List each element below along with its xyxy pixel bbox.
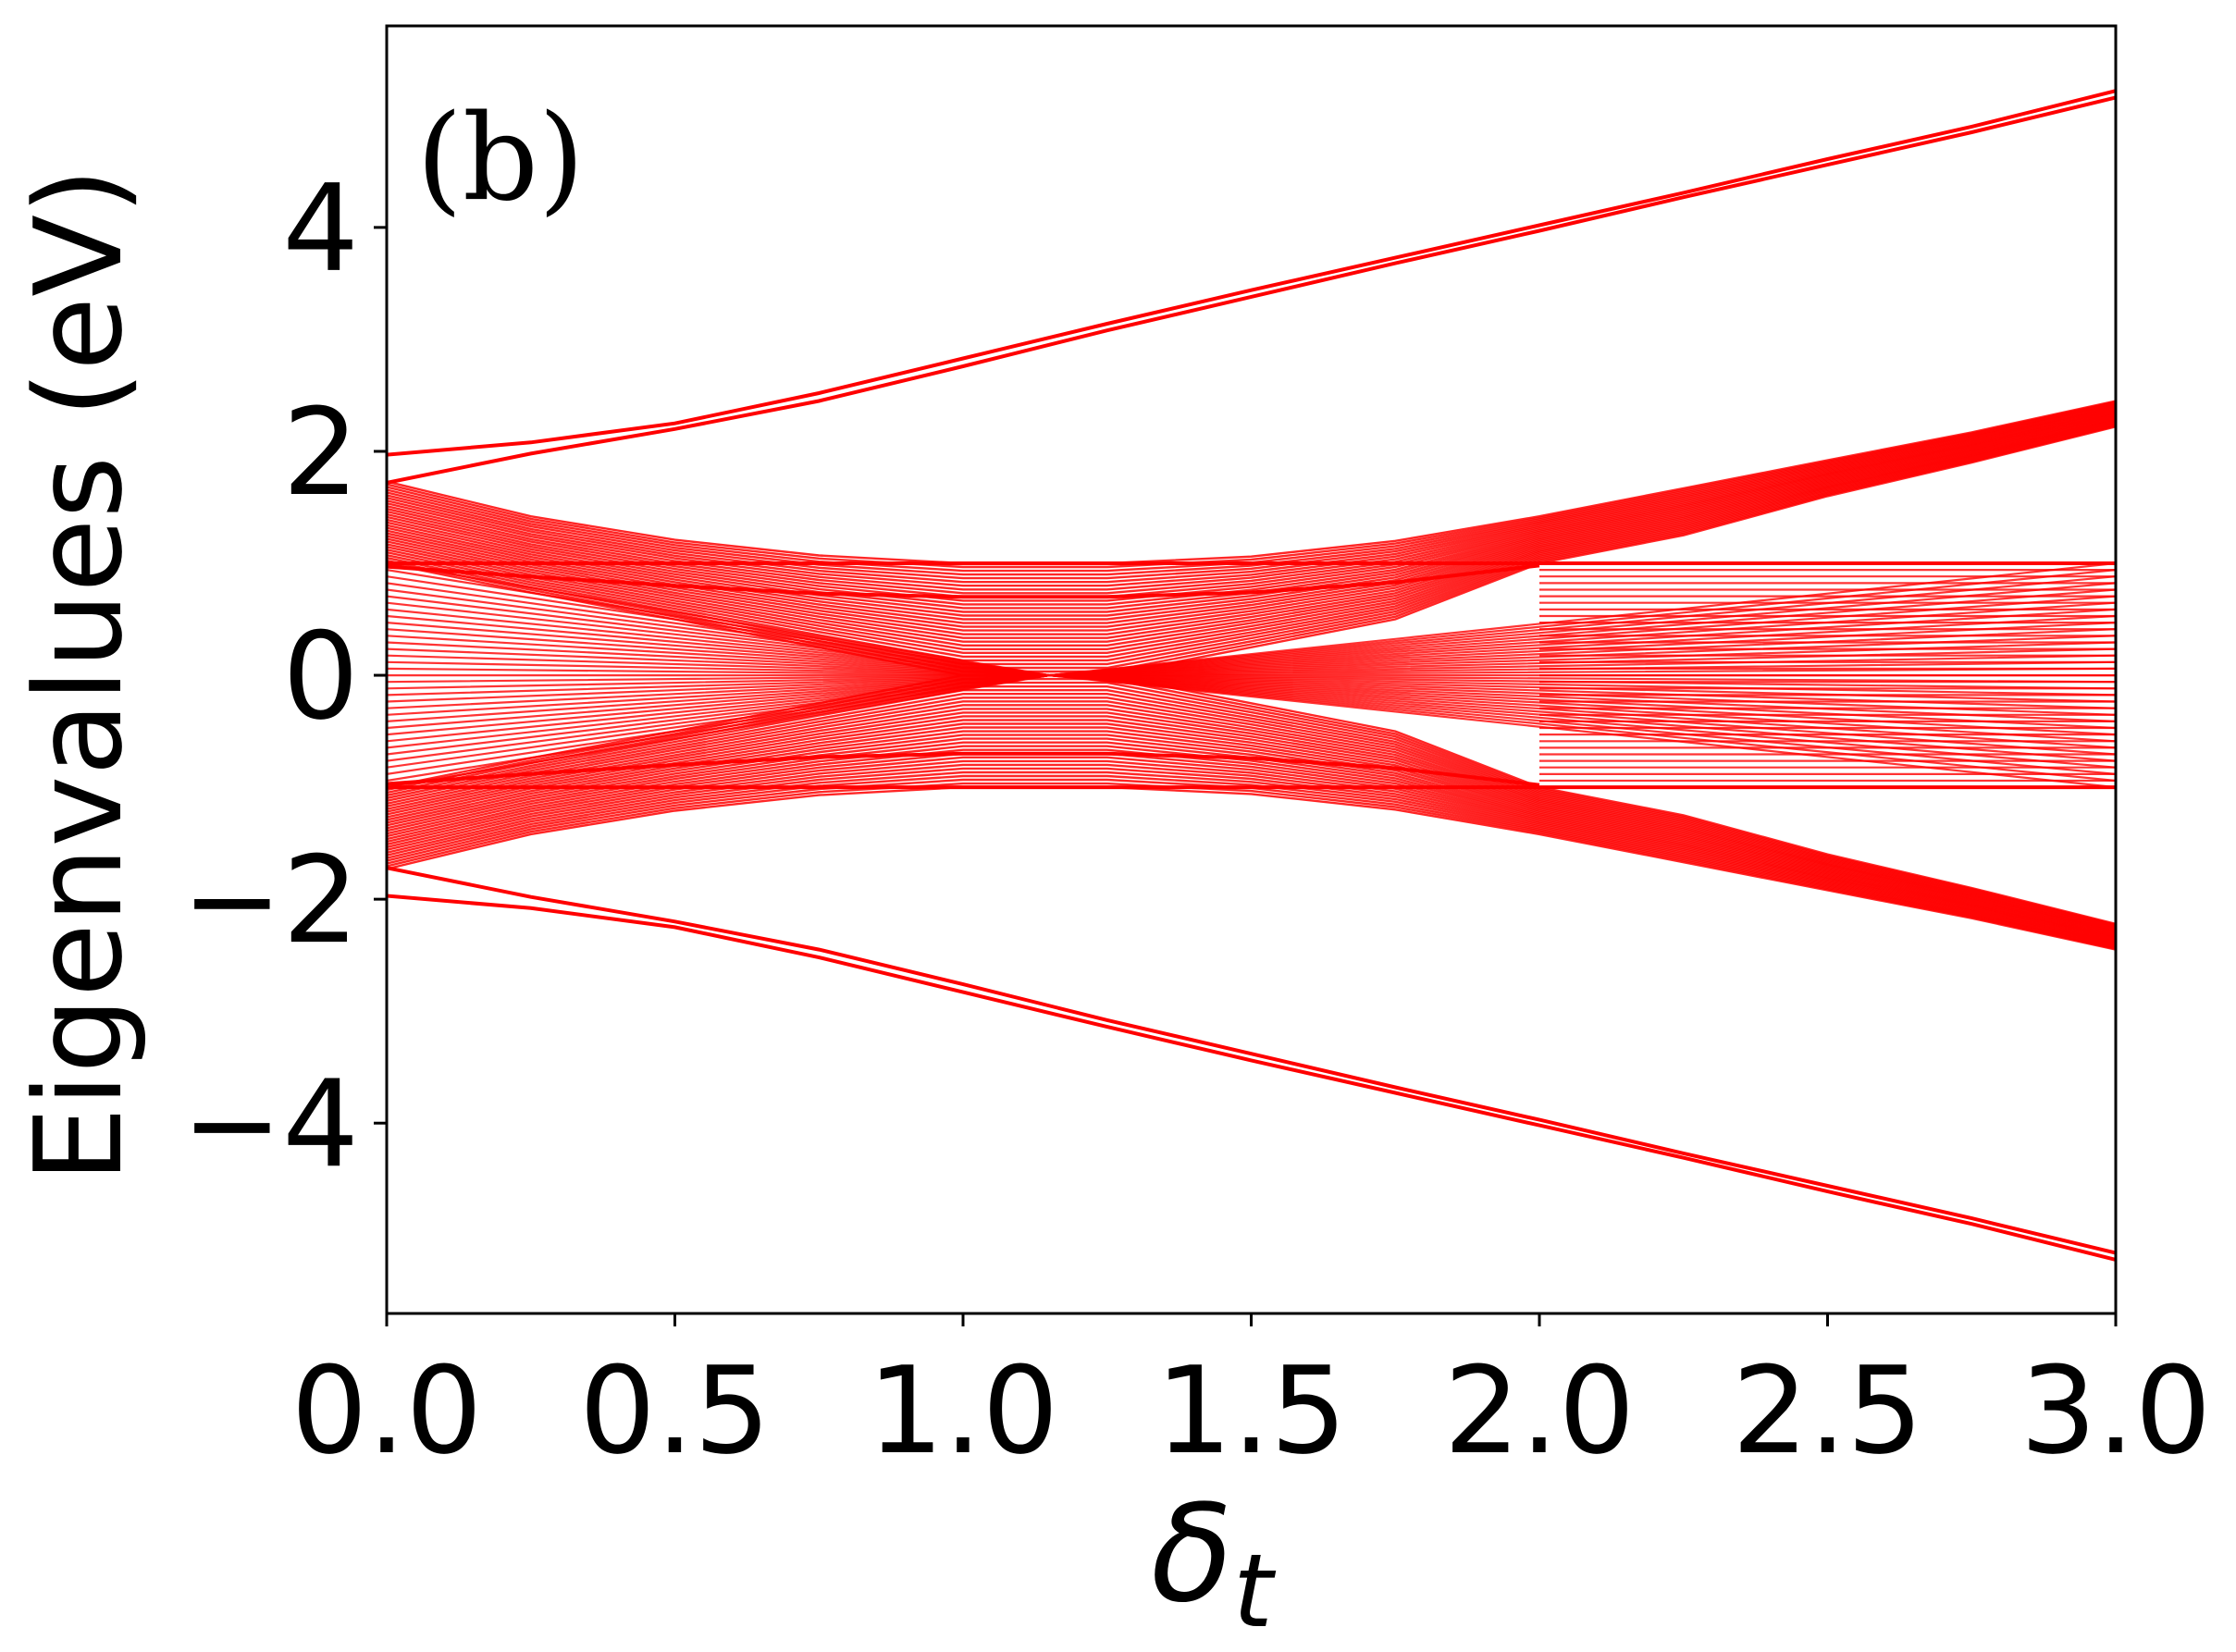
eigenvalue-lines (387, 89, 2116, 1262)
bulk-upper-line (387, 413, 2116, 624)
bulk-upper-line (387, 408, 2116, 602)
bulk-lower-line (387, 767, 2116, 947)
bulk-upper-line (387, 403, 2116, 580)
bulk-lower-line (387, 715, 2116, 935)
flat-band-line (387, 561, 2116, 677)
bulk-lower-line (387, 763, 2116, 946)
y-axis-label: Eigenvalues (eV) (8, 167, 149, 1183)
lower-outer-edge-pair-line (387, 866, 2116, 1255)
bulk-lower-line (387, 697, 2116, 931)
y-tick-label: 0 (282, 606, 359, 746)
inner-in-gap-pair-line (387, 751, 1540, 787)
bulk-upper-line (387, 421, 2116, 659)
bulk-upper-line (387, 422, 2116, 662)
bulk-lower-line (387, 711, 2116, 934)
bulk-upper-line (387, 403, 2116, 584)
bulk-lower-line (387, 730, 2116, 938)
bulk-upper-line (387, 405, 2116, 591)
bulk-upper-line (387, 404, 2116, 587)
bulk-upper-line (387, 401, 2116, 569)
y-tick-label: 2 (282, 382, 359, 523)
x-axis-label: δt (1151, 1476, 1277, 1647)
bulk-lower-line (387, 771, 2116, 948)
bulk-upper-line (387, 424, 2116, 670)
x-tick-label: 0.5 (579, 1340, 771, 1481)
bulk-lower-line (387, 785, 2116, 951)
axis-text: (b) Eigenvalues (eV) δt (8, 90, 1277, 1650)
bulk-upper-line (387, 416, 2116, 639)
bulk-lower-line (387, 700, 2116, 931)
lower-outer-edge-pair-line (387, 894, 2116, 1262)
x-tick-label: 2.0 (1444, 1340, 1636, 1481)
y-tick-label: 4 (282, 158, 359, 299)
x-tick-label: 3.0 (2020, 1340, 2212, 1481)
bulk-upper-line (387, 413, 2116, 621)
inner-in-gap-pair-line (387, 563, 1540, 599)
bulk-lower-line (387, 759, 2116, 945)
upper-outer-edge-pair-line (387, 89, 2116, 457)
x-tick-label: 2.5 (1732, 1340, 1923, 1481)
panel-label: (b) (416, 90, 585, 228)
bulk-lower-line (387, 774, 2116, 948)
x-tick-label: 0.0 (291, 1340, 483, 1481)
bulk-upper-line (387, 418, 2116, 647)
bulk-lower-line (387, 693, 2116, 930)
bulk-upper-line (387, 400, 2116, 565)
bulk-upper-line (387, 415, 2116, 635)
x-axis-label-subscript: t (1233, 1532, 1277, 1647)
axes: 0.0 0.5 1.0 1.5 2.0 2.5 3.0 −4 −2 0 2 4 (181, 24, 2212, 1481)
bulk-upper-line (387, 409, 2116, 606)
x-tick-label: 1.5 (1155, 1340, 1347, 1481)
bulk-lower-line (387, 681, 2116, 927)
bulk-lower-line (387, 726, 2116, 937)
bulk-lower-line (387, 689, 2116, 929)
bulk-lower-line (387, 748, 2116, 943)
bulk-lower-line (387, 734, 2116, 939)
bulk-upper-line (387, 406, 2116, 595)
bulk-upper-line (387, 411, 2116, 613)
bulk-lower-line (387, 708, 2116, 933)
bulk-upper-line (387, 402, 2116, 576)
y-tick-label: −4 (181, 1054, 359, 1194)
bulk-lower-line (387, 737, 2116, 940)
x-tick-label: 1.0 (868, 1340, 1059, 1481)
bulk-lower-line (387, 756, 2116, 944)
bulk-upper-line (387, 417, 2116, 643)
upper-outer-edge-pair-line (387, 95, 2116, 485)
x-axis-label-symbol: δ (1151, 1476, 1233, 1633)
bulk-upper-line (387, 420, 2116, 654)
bulk-upper-line (387, 412, 2116, 617)
y-tick-label: −2 (181, 830, 359, 970)
bulk-lower-line (387, 782, 2116, 950)
